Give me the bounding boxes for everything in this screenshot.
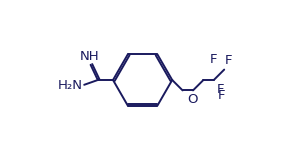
Text: F: F [225,54,233,67]
Text: H₂N: H₂N [58,79,83,92]
Text: O: O [188,93,198,106]
Text: F: F [217,83,224,96]
Text: F: F [217,89,225,102]
Text: F: F [210,53,217,66]
Text: NH: NH [80,50,100,63]
